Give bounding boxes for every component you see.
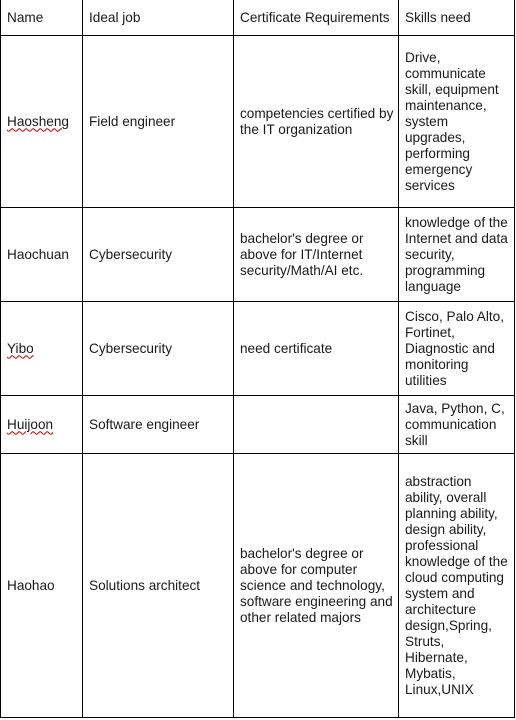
table-row: Haohao Solutions architect bachelor's de…: [0, 453, 515, 718]
name-text: Haosheng: [7, 113, 69, 129]
cell-skills: Cisco, Palo Alto, Fortinet, Diagnostic a…: [398, 301, 515, 396]
cell-name: Haochuan: [0, 207, 83, 302]
cell-name: Yibo: [0, 301, 83, 396]
table-row: Yibo Cybersecurity need certificate Cisc…: [0, 301, 515, 396]
header-skills-need: Skills need: [398, 0, 515, 36]
cell-job: Cybersecurity: [82, 301, 234, 396]
name-text: Huijoon: [7, 416, 54, 432]
cell-name: Haohao: [0, 453, 83, 718]
header-ideal-job: Ideal job: [82, 0, 234, 36]
table-row: Haochuan Cybersecurity bachelor's degree…: [0, 207, 515, 302]
table-row: Huijoon Software engineer Java, Python, …: [0, 395, 515, 454]
cell-cert: bachelor's degree or above for computer …: [233, 453, 399, 718]
cell-job: Field engineer: [82, 35, 234, 208]
cell-cert: competencies certified by the IT organiz…: [233, 35, 399, 208]
cell-skills: Java, Python, C, communication skill: [398, 395, 515, 454]
cell-name: Haosheng: [0, 35, 83, 208]
cell-skills: abstraction ability, overall planning ab…: [398, 453, 515, 718]
cell-cert: need certificate: [233, 301, 399, 396]
table-header-row: Name Ideal job Certificate Requirements …: [0, 0, 515, 36]
table-row: Haosheng Field engineer competencies cer…: [0, 35, 515, 208]
cell-skills: knowledge of the Internet and data secur…: [398, 207, 515, 302]
name-text: Yibo: [7, 340, 34, 356]
cell-cert: bachelor's degree or above for IT/Intern…: [233, 207, 399, 302]
header-name: Name: [0, 0, 83, 36]
header-certificate-requirements: Certificate Requirements: [233, 0, 399, 36]
cell-job: Cybersecurity: [82, 207, 234, 302]
cell-job: Solutions architect: [82, 453, 234, 718]
cell-cert: [233, 395, 399, 454]
cell-job: Software engineer: [82, 395, 234, 454]
cell-skills: Drive, communicate skill, equipment main…: [398, 35, 515, 208]
cell-name: Huijoon: [0, 395, 83, 454]
